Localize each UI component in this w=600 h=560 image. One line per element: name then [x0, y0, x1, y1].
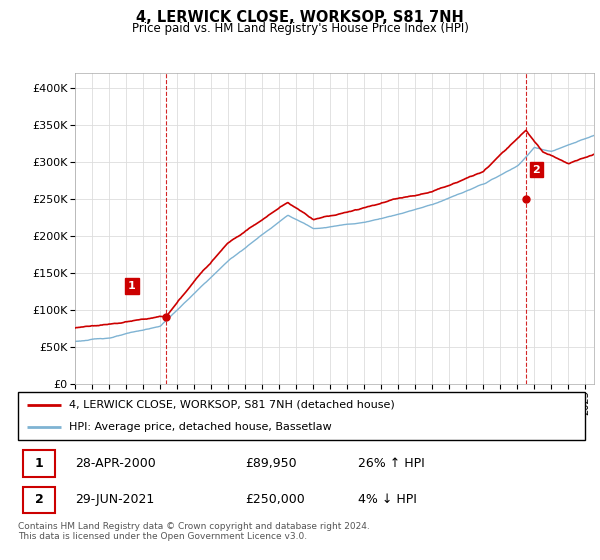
- Bar: [23, 487, 55, 513]
- Text: 2: 2: [35, 493, 43, 506]
- Text: Price paid vs. HM Land Registry's House Price Index (HPI): Price paid vs. HM Land Registry's House …: [131, 22, 469, 35]
- Text: Contains HM Land Registry data © Crown copyright and database right 2024.
This d: Contains HM Land Registry data © Crown c…: [18, 522, 370, 542]
- Text: 29-JUN-2021: 29-JUN-2021: [75, 493, 154, 506]
- Text: 4, LERWICK CLOSE, WORKSOP, S81 7NH (detached house): 4, LERWICK CLOSE, WORKSOP, S81 7NH (deta…: [69, 400, 395, 410]
- Text: 4, LERWICK CLOSE, WORKSOP, S81 7NH: 4, LERWICK CLOSE, WORKSOP, S81 7NH: [136, 10, 464, 25]
- Bar: [23, 450, 55, 477]
- Text: £250,000: £250,000: [245, 493, 305, 506]
- Text: 2: 2: [533, 165, 541, 175]
- Text: 1: 1: [35, 457, 43, 470]
- Text: 28-APR-2000: 28-APR-2000: [75, 457, 155, 470]
- Text: £89,950: £89,950: [245, 457, 296, 470]
- Text: 26% ↑ HPI: 26% ↑ HPI: [358, 457, 425, 470]
- Text: 1: 1: [128, 281, 136, 291]
- Text: HPI: Average price, detached house, Bassetlaw: HPI: Average price, detached house, Bass…: [69, 422, 332, 432]
- Text: 4% ↓ HPI: 4% ↓ HPI: [358, 493, 417, 506]
